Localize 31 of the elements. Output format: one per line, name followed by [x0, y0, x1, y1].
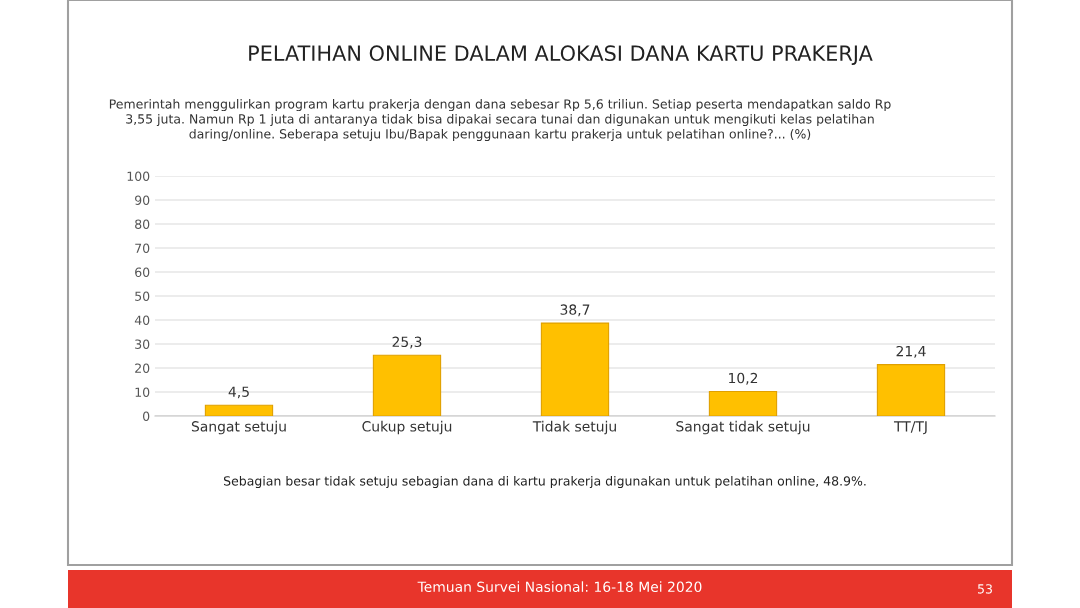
x-tick-label: Sangat setuju	[191, 420, 286, 435]
data-label: 4,5	[228, 386, 249, 399]
y-tick-label: 90	[135, 195, 150, 205]
data-label: 10,2	[729, 372, 758, 385]
y-tick-label: 80	[135, 219, 150, 229]
bar	[876, 364, 946, 416]
bar	[540, 322, 610, 416]
x-tick-label: TT/TJ	[893, 421, 927, 435]
chart-title: PELATIHAN ONLINE DALAM ALOKASI DANA KARTU PRAKERJA	[249, 45, 873, 65]
text: 53	[978, 584, 992, 594]
y-tick-label: 10	[135, 387, 150, 397]
bar	[204, 404, 274, 416]
x-tick-label: Cukup setuju	[362, 420, 452, 435]
x-tick-label: Tidak setuju	[532, 420, 616, 435]
y-tick-label: 0	[143, 411, 150, 421]
y-tick-label: 50	[135, 291, 150, 301]
bar	[708, 390, 778, 416]
bar	[372, 354, 442, 416]
y-tick-label: 100	[127, 171, 150, 181]
y-tick-label: 60	[135, 267, 150, 277]
y-tick-label: 40	[134, 315, 150, 325]
y-tick-label: 20	[135, 363, 150, 373]
y-tick-label: 30	[135, 339, 150, 349]
y-tick-label: 70	[135, 243, 150, 253]
data-label: 38,7	[560, 304, 590, 317]
data-label: 25,3	[392, 336, 422, 349]
text: Sebagian besar tidak setuju sebagian dana di kartu prakerja digunakan untuk pelatihan online, 48.9%.	[223, 475, 866, 489]
x-tick-label: Sangat tidak setuju	[676, 420, 810, 435]
chart-subtitle: Pemerintah menggulirkan program kartu prakerja dengan dana sebesar Rp 5,6 triliun. Setiap peserta mendapatkan saldo Rp 3,55 juta. Namun Rp 1 juta di antaranya tidak bisa dipakai secara tunai dan digunakan untuk mengikuti kelas pelatihan daring/online. Seberapa setuju Ibu/Bapak penggunaan kartu prakerja untuk pelatihan online?... (%)	[109, 99, 891, 141]
data-label: 21,4	[896, 345, 926, 358]
text: Temuan Survei Nasional: 16-18 Mei 2020	[417, 581, 702, 593]
